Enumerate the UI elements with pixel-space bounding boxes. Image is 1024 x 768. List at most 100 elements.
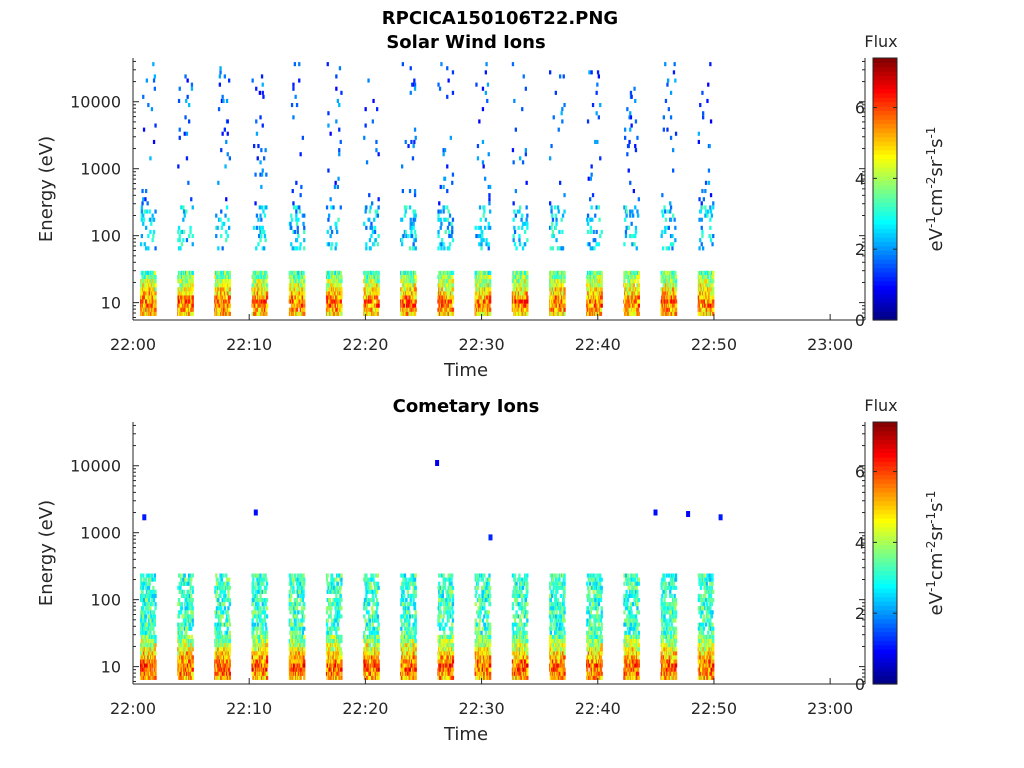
heatmap-cell (228, 156, 231, 161)
heatmap-cell (600, 270, 603, 275)
heatmap-cell (216, 577, 219, 582)
heatmap-cell (451, 279, 455, 284)
heatmap-cell (224, 164, 227, 169)
heatmap-cell (142, 287, 146, 292)
heatmap-cell (223, 127, 226, 132)
heatmap-cell (152, 675, 156, 680)
heatmap-cell (413, 311, 417, 316)
heatmap-cell (289, 287, 292, 292)
heatmap-cell (446, 217, 450, 222)
heatmap-cell (481, 160, 485, 165)
heatmap-cell (451, 217, 455, 222)
heatmap-cell (228, 651, 231, 656)
heatmap-cell (264, 148, 267, 153)
heatmap-cell (513, 98, 516, 103)
heatmap-cell (669, 275, 673, 280)
heatmap-cell (184, 606, 187, 611)
heatmap-cell (177, 98, 181, 103)
heatmap-cell (408, 295, 412, 300)
heatmap-cell (265, 307, 268, 312)
heatmap-cell (185, 651, 189, 656)
heatmap-cell (563, 311, 566, 316)
heatmap-cell (410, 139, 413, 144)
colorbar-segment (873, 180, 897, 186)
heatmap-cell (594, 275, 597, 280)
heatmap-cell (709, 234, 712, 239)
heatmap-cell (182, 634, 185, 639)
heatmap-cell (556, 307, 560, 312)
heatmap-cell (669, 115, 673, 120)
heatmap-cell (626, 287, 629, 292)
heatmap-cell (633, 307, 636, 312)
heatmap-cell (191, 205, 194, 210)
heatmap-cells (140, 62, 715, 316)
colorbar-segment (873, 241, 897, 247)
heatmap-cell (215, 675, 219, 680)
heatmap-cell (294, 94, 297, 99)
heatmap-cell (520, 299, 523, 304)
colorbar-segment (873, 97, 897, 103)
heatmap-cell (519, 311, 522, 316)
heatmap-cell (664, 225, 667, 230)
heatmap-cell (180, 634, 184, 639)
heatmap-cell (661, 229, 664, 234)
heatmap-cell (411, 82, 414, 87)
heatmap-cell (559, 311, 562, 316)
heatmap-cell (598, 217, 601, 222)
heatmap-cell (372, 287, 375, 292)
heatmap-cell (340, 307, 343, 312)
heatmap-cell (512, 160, 515, 165)
heatmap-cell (261, 246, 264, 251)
heatmap-cell (223, 585, 226, 590)
heatmap-cell (261, 225, 264, 230)
heatmap-cell (551, 229, 555, 234)
heatmap-cell (253, 144, 256, 149)
heatmap-cell (487, 152, 490, 157)
heatmap-cell (413, 139, 416, 144)
heatmap-cell (336, 295, 339, 300)
heatmap-cell (451, 307, 455, 312)
colorbar-units: eV-1cm-2sr-1s-1 (924, 127, 947, 252)
heatmap-cell (263, 229, 266, 234)
heatmap-cell (257, 270, 260, 275)
colorbar-segment (873, 101, 897, 107)
heatmap-cell (147, 598, 151, 603)
heatmap-cell (475, 311, 478, 316)
heatmap-cell (591, 193, 595, 198)
heatmap-cell (301, 135, 304, 140)
heatmap-cell (258, 234, 261, 239)
heatmap-cell (150, 577, 153, 582)
colorbar-segment (873, 154, 897, 160)
heatmap-cell (180, 242, 184, 247)
heatmap-cell (215, 651, 219, 656)
heatmap-cell (554, 213, 557, 218)
colorbar-segment (873, 84, 897, 90)
heatmap-cell (586, 283, 589, 288)
heatmap-cell (437, 209, 440, 214)
heatmap-cell (147, 667, 151, 672)
heatmap-cell (228, 270, 231, 275)
heatmap-cell (224, 639, 227, 644)
heatmap-cell (599, 311, 603, 316)
heatmap-cell (484, 176, 487, 181)
colorbar-segment (873, 276, 897, 282)
heatmap-cell (217, 287, 220, 292)
heatmap-cell (586, 217, 589, 222)
heatmap-cell (252, 287, 255, 292)
heatmap-cell (377, 234, 380, 239)
heatmap-cell (265, 303, 269, 308)
heatmap-cell (669, 217, 673, 222)
y-axis-label: Energy (eV) (36, 136, 57, 242)
heatmap-cell (291, 275, 294, 280)
heatmap-cell (263, 205, 267, 210)
heatmap-cell (561, 107, 564, 112)
heatmap-cell (443, 148, 447, 153)
heatmap-cell (482, 311, 485, 316)
heatmap-cell (632, 299, 635, 304)
heatmap-cell (140, 217, 143, 222)
heatmap-cell (260, 225, 263, 230)
heatmap-cell (218, 585, 221, 590)
heatmap-cell (303, 246, 306, 251)
heatmap-cell (339, 139, 342, 144)
